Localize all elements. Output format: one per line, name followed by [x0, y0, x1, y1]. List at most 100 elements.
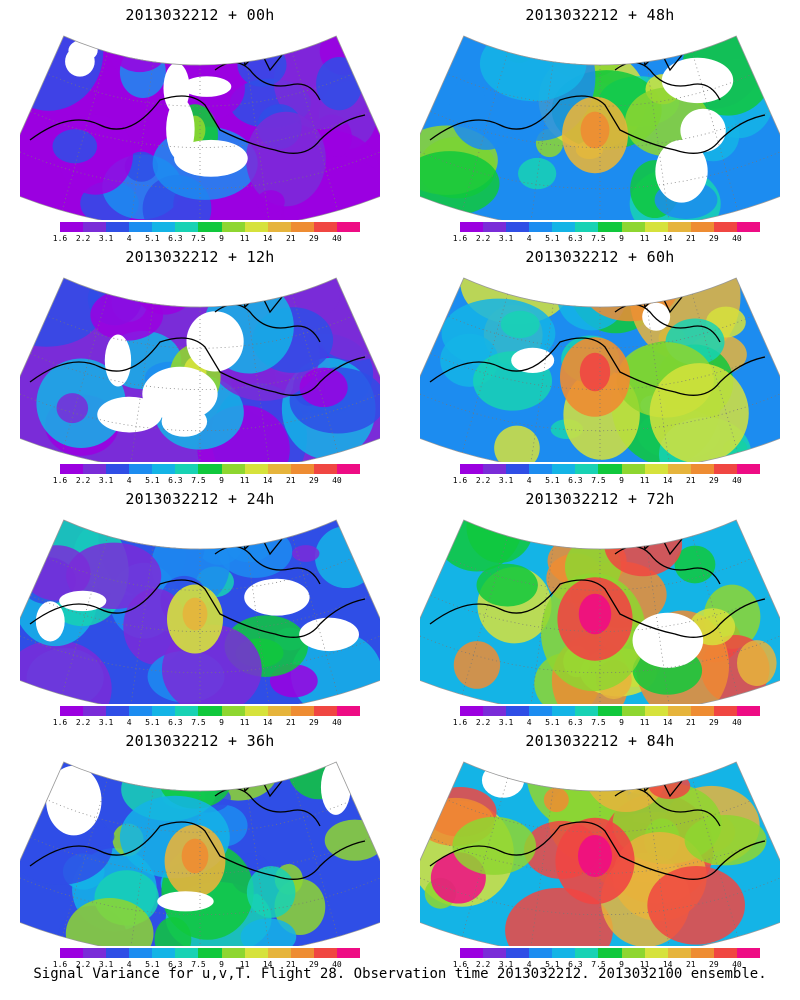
colorbar-labels: 1.6 2.2 3.1 4 5.1 6.3 7.5 9 11 14 21 29 40: [453, 476, 760, 486]
colorbar-segment: [621, 706, 645, 716]
colorbar-tick-label: 2.2: [75, 476, 91, 485]
colorbar-tick-label: 40: [732, 234, 742, 243]
colorbar-segment: [198, 706, 222, 716]
colorbar-segment: [290, 222, 314, 232]
colorbar-tick-label: 2.2: [75, 234, 91, 243]
colorbar-tick-label: 6.3: [168, 476, 183, 485]
colorbar-segment: [690, 222, 714, 232]
colorbar-segment: [552, 222, 576, 232]
colorbar-tick-label: 21: [285, 960, 296, 969]
panel-title: 2013032212 + 60h: [525, 248, 675, 266]
colorbar-segment: [736, 222, 761, 232]
colorbar-labels: 1.6 2.2 3.1 4 5.1 6.3 7.5 9 11 14 21 29 40: [53, 234, 360, 244]
colorbar-tick-label: 7.5: [591, 718, 606, 727]
colorbar-tick-label: 2.2: [475, 476, 491, 485]
colorbar: [460, 706, 761, 716]
colorbar-tick-label: 9: [219, 960, 224, 969]
colorbar-tick-label: 2.2: [475, 718, 491, 727]
colorbar-segment: [313, 222, 337, 232]
colorbar-segment: [60, 464, 84, 474]
colorbar-segment: [644, 706, 668, 716]
colorbar-segment: [506, 222, 530, 232]
colorbar-labels: 1.6 2.2 3.1 4 5.1 6.3 7.5 9 11 14 21 29 40: [453, 960, 760, 970]
colorbar-segment: [644, 948, 668, 958]
colorbar-tick-label: 40: [332, 476, 342, 485]
colorbar-segment: [267, 706, 291, 716]
colorbar-tick-label: 3.1: [498, 960, 514, 969]
colorbar-tick-label: 21: [685, 718, 696, 727]
colorbar: [60, 464, 361, 474]
colorbar-tick-label: 14: [262, 234, 273, 243]
colorbar-tick-label: 6.3: [568, 476, 583, 485]
colorbar-segment: [83, 222, 107, 232]
colorbar-segment: [621, 222, 645, 232]
colorbar-segment: [313, 948, 337, 958]
colorbar-segment: [221, 948, 245, 958]
map-panel-60h: 2013032212 + 60h 1.6 2.2 3.1 4 5.1 6.3 7.5 9 11 14…: [400, 242, 800, 487]
colorbar-tick-label: 7.5: [591, 234, 606, 243]
colorbar-segment: [552, 464, 576, 474]
colorbar-segment: [267, 464, 291, 474]
colorbar-tick-label: 21: [685, 234, 696, 243]
colorbar-segment: [336, 706, 361, 716]
colorbar-tick-label: 9: [619, 718, 624, 727]
colorbar-segment: [221, 464, 245, 474]
colorbar-tick-label: 14: [262, 476, 273, 485]
colorbar-segment: [736, 948, 761, 958]
variance-map: [20, 277, 380, 462]
colorbar-tick-label: 21: [685, 960, 696, 969]
colorbar-segment: [460, 222, 484, 232]
colorbar-tick-label: 9: [219, 476, 224, 485]
colorbar-segment: [106, 948, 130, 958]
colorbar-segment: [290, 948, 314, 958]
colorbar-segment: [598, 948, 622, 958]
colorbar-segment: [460, 948, 484, 958]
colorbar-tick-label: 29: [709, 234, 719, 243]
colorbar-tick-label: 6.3: [168, 234, 183, 243]
colorbar-tick-label: 6.3: [568, 960, 583, 969]
colorbar-tick-label: 40: [732, 718, 742, 727]
colorbar-tick-label: 29: [709, 960, 719, 969]
colorbar-segment: [598, 706, 622, 716]
colorbar-segment: [598, 222, 622, 232]
colorbar-tick-label: 5.1: [145, 476, 160, 485]
map-panel-36h: 2013032212 + 36h 1.6 2.2 3.1 4 5.1 6.3 7.5 9 11 14…: [0, 726, 400, 971]
colorbar-segment: [106, 464, 130, 474]
colorbar-segment: [129, 464, 153, 474]
variance-map: [420, 761, 780, 946]
colorbar-segment: [129, 706, 153, 716]
variance-map: [20, 761, 380, 946]
colorbar-segment: [483, 222, 507, 232]
colorbar-segment: [83, 706, 107, 716]
colorbar-segment: [198, 948, 222, 958]
variance-map: [420, 277, 780, 462]
colorbar-tick-label: 11: [239, 476, 250, 485]
colorbar-labels: 1.6 2.2 3.1 4 5.1 6.3 7.5 9 11 14 21 29 40: [453, 234, 760, 244]
colorbar-segment: [644, 222, 668, 232]
colorbar-tick-label: 5.1: [545, 234, 560, 243]
panel-title: 2013032212 + 84h: [525, 732, 675, 750]
colorbar-tick-label: 7.5: [191, 234, 206, 243]
colorbar-tick-label: 6.3: [168, 718, 183, 727]
colorbar-segment: [483, 706, 507, 716]
colorbar-segment: [60, 222, 84, 232]
colorbar-tick-label: 9: [619, 234, 624, 243]
colorbar-tick-label: 21: [685, 476, 696, 485]
colorbar-tick-label: 1.6: [52, 960, 68, 969]
colorbar-tick-label: 11: [239, 234, 250, 243]
variance-map: [420, 519, 780, 704]
colorbar-segment: [152, 948, 176, 958]
colorbar-tick-label: 9: [219, 718, 224, 727]
colorbar-segment: [129, 222, 153, 232]
colorbar-tick-label: 1.6: [52, 476, 68, 485]
colorbar-tick-label: 5.1: [145, 960, 160, 969]
colorbar-tick-label: 1.6: [452, 960, 468, 969]
colorbar-tick-label: 9: [619, 476, 624, 485]
colorbar: [460, 948, 761, 958]
colorbar-segment: [244, 464, 268, 474]
colorbar-segment: [198, 222, 222, 232]
colorbar-segment: [713, 706, 737, 716]
colorbar-tick-label: 9: [219, 234, 224, 243]
colorbar-tick-label: 6.3: [568, 234, 583, 243]
colorbar-labels: 1.6 2.2 3.1 4 5.1 6.3 7.5 9 11 14 21 29 40: [53, 960, 360, 970]
